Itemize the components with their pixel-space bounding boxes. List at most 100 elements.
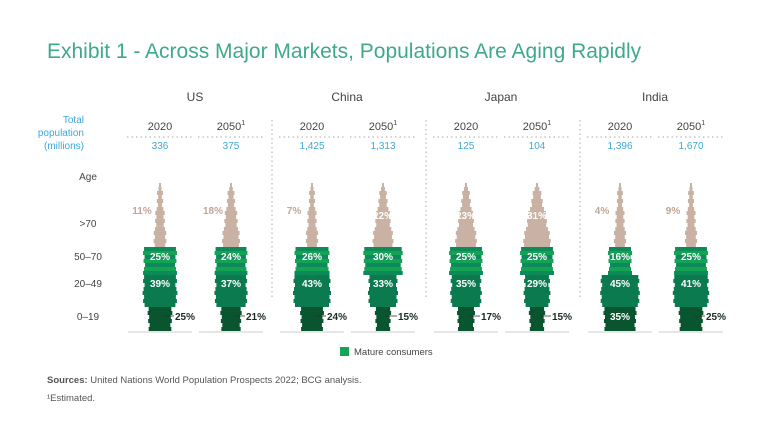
pyramid-bar	[372, 239, 394, 243]
pyramid-bar	[530, 207, 544, 211]
pyramid-bar	[686, 211, 696, 215]
country-label: China	[331, 90, 363, 104]
pyramid-bar	[608, 271, 632, 275]
pyramid-bar	[457, 319, 475, 323]
pyramid-bar	[687, 223, 695, 227]
pyramid-bar	[153, 239, 167, 243]
pyramid-bar	[215, 295, 247, 299]
pyramid-bar	[154, 243, 166, 247]
population-value: 375	[223, 141, 240, 152]
pyramid-bar	[380, 195, 386, 199]
pyramid-bar	[604, 315, 636, 319]
data-label: 37%	[221, 279, 241, 290]
pyramid-bar	[619, 183, 621, 187]
pyramid-bar	[148, 307, 172, 311]
sources-label: Sources:	[47, 375, 88, 386]
data-label-over70: 22%	[373, 211, 393, 222]
pyramid-bar	[365, 263, 401, 267]
pyramid-bar	[524, 299, 550, 303]
pyramid-bar	[293, 291, 331, 295]
pyramid-bar	[689, 195, 693, 199]
pyramid-bar	[601, 295, 639, 299]
pyramid-bar	[457, 311, 475, 315]
pyramid-bar	[370, 303, 396, 307]
pyramid-bar	[613, 231, 627, 235]
pyramid-bar	[449, 251, 483, 255]
data-label-over70: 4%	[595, 206, 610, 217]
pyramid-bar	[149, 323, 171, 327]
pyramid-bar	[302, 323, 322, 327]
pyramid-bar	[521, 255, 553, 259]
pyramid-bar	[364, 255, 402, 259]
pyramid-bar	[222, 323, 240, 327]
pyramid-bar	[618, 195, 622, 199]
pyramid-bar	[531, 199, 543, 203]
pyramid-bar	[214, 251, 248, 255]
data-label-over70: 9%	[666, 206, 681, 217]
pyramid-bar	[458, 219, 474, 223]
pyramid-bar	[364, 267, 402, 271]
pyramid-bar	[676, 263, 706, 267]
pyramid-bar	[376, 223, 390, 227]
pyramid-bar	[225, 223, 237, 227]
population-value: 1,313	[370, 141, 395, 152]
pyramid-bar	[305, 231, 319, 235]
pyramid-bar	[529, 307, 545, 311]
population-value: 1,396	[607, 141, 632, 152]
pyramid-bar	[609, 247, 631, 251]
data-label-over70: 23%	[456, 211, 476, 222]
pyramid-bar	[460, 207, 472, 211]
pyramid-bar	[155, 219, 165, 223]
population-value: 104	[529, 141, 546, 152]
pyramid-bar	[527, 223, 547, 227]
pyramid-bar	[381, 187, 385, 191]
pyramid-bar	[525, 283, 549, 287]
data-label: 15%	[398, 312, 418, 323]
pyramid-bar	[230, 183, 232, 187]
pyramid-bar	[455, 239, 477, 243]
pyramid-bar	[457, 227, 475, 231]
pyramid-bar	[148, 319, 172, 323]
pyramid-bar	[524, 287, 550, 291]
pyramid-bar	[143, 299, 177, 303]
data-label: 39%	[150, 279, 170, 290]
pyramid-bar	[144, 255, 176, 259]
pyramid-bar	[459, 215, 473, 219]
pyramid-bar	[601, 275, 639, 279]
pyramid-bar	[672, 291, 710, 295]
population-label-line2: population	[38, 128, 84, 139]
pyramid-bar	[226, 207, 236, 211]
pyramid-bar	[462, 195, 470, 199]
pyramid-bar	[674, 303, 708, 307]
pyramid-bar	[602, 283, 638, 287]
data-label: 25%	[706, 312, 726, 323]
pyramid-bar	[294, 251, 330, 255]
footnote-marker: 1	[241, 120, 245, 127]
pyramid-bar	[382, 183, 384, 187]
year-label: 20501	[217, 120, 245, 133]
pyramid-bar	[673, 299, 709, 303]
pyramid-bar	[525, 275, 549, 279]
pyramid-bar	[229, 187, 233, 191]
data-label: 45%	[610, 279, 630, 290]
pyramid-bar	[525, 303, 549, 307]
pyramid-bar	[214, 299, 248, 303]
data-label-over70: 31%	[527, 211, 547, 222]
pyramid-bar	[686, 235, 696, 239]
pyramid-bar	[157, 191, 163, 195]
pyramid-bar	[674, 271, 708, 275]
pyramid-bar	[157, 203, 163, 207]
pyramid-bar	[374, 227, 392, 231]
pyramid-bar	[525, 295, 549, 299]
pyramid-bar	[369, 287, 397, 291]
pyramid-bar	[309, 191, 315, 195]
pyramid-bar	[221, 327, 241, 331]
pyramid-bar	[687, 207, 695, 211]
pyramid-bar	[451, 275, 481, 279]
data-label: 26%	[302, 252, 322, 263]
pyramid-bar	[450, 267, 482, 271]
pyramid-bar	[673, 279, 709, 283]
pyramid-bar	[144, 295, 176, 299]
pyramid-bar	[520, 251, 554, 255]
pyramid-bar	[224, 211, 238, 215]
